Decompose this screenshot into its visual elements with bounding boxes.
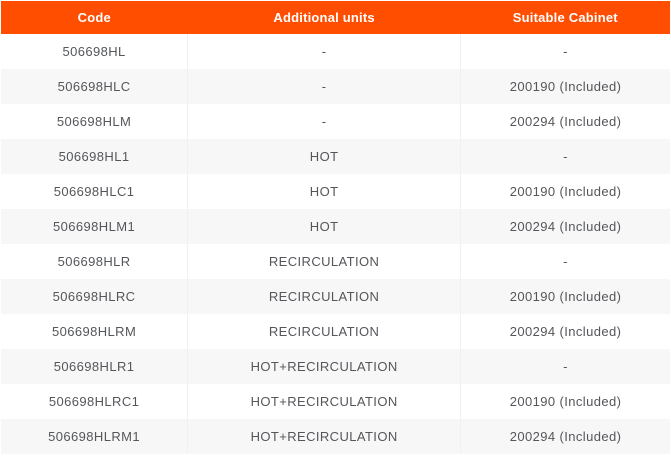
table-row: 506698HLC1 HOT 200190 (Included)	[1, 174, 670, 209]
cell-suitable-cabinet: -	[460, 34, 670, 69]
table-body: 506698HL - - 506698HLC - 200190 (Include…	[1, 34, 670, 454]
cell-additional-units: RECIRCULATION	[187, 279, 461, 314]
header-code: Code	[1, 1, 188, 34]
cell-additional-units: -	[187, 69, 461, 104]
cell-suitable-cabinet: 200190 (Included)	[460, 384, 670, 419]
table-row: 506698HLRC RECIRCULATION 200190 (Include…	[1, 279, 670, 314]
table-row: 506698HLRC1 HOT+RECIRCULATION 200190 (In…	[1, 384, 670, 419]
table-row: 506698HLR1 HOT+RECIRCULATION -	[1, 349, 670, 384]
product-spec-table-container: Code Additional units Suitable Cabinet 5…	[1, 1, 670, 454]
cell-additional-units: HOT+RECIRCULATION	[187, 349, 461, 384]
cell-code: 506698HLRM1	[1, 419, 188, 454]
cell-additional-units: HOT	[187, 139, 461, 174]
header-additional-units: Additional units	[187, 1, 461, 34]
cell-suitable-cabinet: 200294 (Included)	[460, 104, 670, 139]
header-row: Code Additional units Suitable Cabinet	[1, 1, 670, 34]
cell-code: 506698HLC	[1, 69, 188, 104]
cell-code: 506698HLR	[1, 244, 188, 279]
cell-additional-units: -	[187, 104, 461, 139]
cell-code: 506698HL	[1, 34, 188, 69]
cell-code: 506698HLC1	[1, 174, 188, 209]
cell-code: 506698HLRC1	[1, 384, 188, 419]
table-header: Code Additional units Suitable Cabinet	[1, 1, 670, 34]
table-row: 506698HLM1 HOT 200294 (Included)	[1, 209, 670, 244]
table-row: 506698HLM - 200294 (Included)	[1, 104, 670, 139]
cell-additional-units: HOT+RECIRCULATION	[187, 419, 461, 454]
cell-additional-units: RECIRCULATION	[187, 244, 461, 279]
cell-suitable-cabinet: 200294 (Included)	[460, 209, 670, 244]
cell-suitable-cabinet: 200294 (Included)	[460, 314, 670, 349]
table-row: 506698HLRM RECIRCULATION 200294 (Include…	[1, 314, 670, 349]
cell-suitable-cabinet: 200190 (Included)	[460, 279, 670, 314]
cell-code: 506698HLM	[1, 104, 188, 139]
table-row: 506698HLRM1 HOT+RECIRCULATION 200294 (In…	[1, 419, 670, 454]
cell-additional-units: RECIRCULATION	[187, 314, 461, 349]
cell-code: 506698HLRM	[1, 314, 188, 349]
cell-suitable-cabinet: -	[460, 244, 670, 279]
cell-suitable-cabinet: -	[460, 349, 670, 384]
cell-additional-units: -	[187, 34, 461, 69]
cell-suitable-cabinet: -	[460, 139, 670, 174]
table-row: 506698HLC - 200190 (Included)	[1, 69, 670, 104]
cell-additional-units: HOT	[187, 174, 461, 209]
cell-code: 506698HLR1	[1, 349, 188, 384]
cell-suitable-cabinet: 200294 (Included)	[460, 419, 670, 454]
product-spec-table: Code Additional units Suitable Cabinet 5…	[1, 1, 670, 454]
cell-suitable-cabinet: 200190 (Included)	[460, 69, 670, 104]
cell-code: 506698HLM1	[1, 209, 188, 244]
cell-suitable-cabinet: 200190 (Included)	[460, 174, 670, 209]
cell-additional-units: HOT+RECIRCULATION	[187, 384, 461, 419]
cell-additional-units: HOT	[187, 209, 461, 244]
cell-code: 506698HL1	[1, 139, 188, 174]
header-suitable-cabinet: Suitable Cabinet	[460, 1, 670, 34]
table-row: 506698HL1 HOT -	[1, 139, 670, 174]
table-row: 506698HLR RECIRCULATION -	[1, 244, 670, 279]
cell-code: 506698HLRC	[1, 279, 188, 314]
table-row: 506698HL - -	[1, 34, 670, 69]
